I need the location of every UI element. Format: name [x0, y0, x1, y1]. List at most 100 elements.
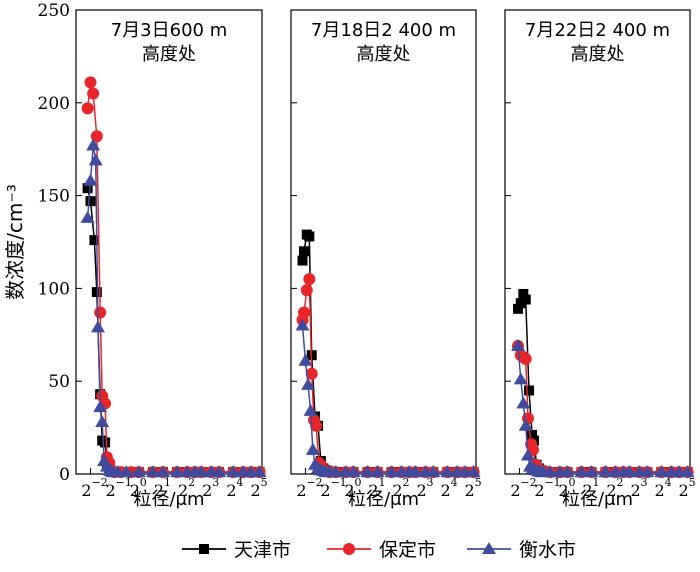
data-point: [88, 153, 103, 166]
x-tick-label: 2: [654, 481, 664, 500]
x-tick-label: 2: [630, 481, 640, 500]
legend-label: 保定市: [379, 539, 436, 561]
data-point: [212, 465, 227, 478]
data-point: [131, 465, 146, 478]
series-line: [301, 325, 474, 473]
data-point: [170, 465, 185, 478]
data-point: [90, 320, 105, 333]
panel-title-line2: 高度处: [142, 44, 196, 65]
x-tick-label-exponent: −1: [116, 476, 132, 489]
data-point: [408, 465, 423, 478]
y-tick-label: 50: [48, 372, 70, 392]
x-tick-label: 2: [534, 481, 544, 500]
data-point: [301, 377, 316, 390]
data-point: [516, 396, 531, 409]
x-tick-label-exponent: 4: [236, 476, 243, 489]
data-point: [300, 284, 313, 297]
series-天津市: [513, 288, 693, 478]
series-天津市: [82, 183, 265, 478]
x-tick-label: 2: [320, 481, 330, 500]
data-point: [640, 465, 655, 478]
x-tick-label: 2: [465, 481, 475, 500]
x-tick-label-exponent: 4: [665, 476, 672, 489]
data-point: [305, 367, 318, 380]
data-point: [622, 465, 637, 478]
x-tick-label: 2: [416, 481, 426, 500]
x-tick-label-exponent: 2: [403, 476, 410, 489]
x-tick-label: 2: [368, 481, 378, 500]
data-point: [520, 294, 531, 305]
data-point: [299, 246, 310, 257]
legend-item: 保定市: [327, 539, 436, 561]
data-point: [119, 465, 134, 478]
x-tick-label-exponent: 2: [188, 476, 195, 489]
series-line: [86, 145, 260, 473]
data-point: [86, 138, 101, 151]
data-point: [654, 465, 669, 478]
x-tick-label: 2: [679, 481, 689, 500]
series-line: [86, 188, 260, 473]
panel-title-line2: 高度处: [357, 44, 411, 65]
data-point: [87, 87, 100, 100]
series-天津市: [297, 229, 479, 478]
data-point: [680, 465, 695, 478]
x-tick-label-exponent: 0: [140, 476, 147, 489]
panel-frame: [290, 9, 477, 475]
x-tick-label-exponent: −1: [544, 476, 560, 489]
data-point: [95, 415, 110, 428]
data-point: [511, 338, 526, 351]
data-point: [85, 196, 96, 207]
x-tick-label-exponent: −2: [306, 476, 322, 489]
data-point: [384, 465, 399, 478]
x-tick-label: 2: [296, 481, 306, 500]
data-point: [89, 235, 100, 246]
data-point: [90, 130, 103, 143]
data-point: [295, 318, 310, 331]
data-point: [426, 465, 441, 478]
x-tick-label-exponent: 1: [378, 476, 385, 489]
x-tick-label-exponent: 1: [592, 476, 599, 489]
data-point: [527, 430, 538, 441]
x-tick-label: 2: [202, 481, 212, 500]
data-point: [84, 76, 97, 89]
series-line: [517, 345, 688, 473]
y-tick-label: 250: [38, 1, 70, 21]
x-tick-label: 2: [130, 481, 140, 500]
panel-frame: [75, 9, 263, 475]
data-point: [513, 303, 524, 314]
panel-frame: [504, 9, 691, 475]
x-tick-label-exponent: 0: [568, 476, 575, 489]
data-point: [518, 418, 533, 431]
data-point: [303, 273, 316, 286]
series-line: [517, 345, 688, 473]
data-point: [100, 437, 111, 448]
data-point: [513, 372, 528, 385]
x-tick-label-exponent: 3: [641, 476, 648, 489]
x-tick-label-exponent: 5: [261, 476, 268, 489]
x-tick-label: 2: [510, 481, 520, 500]
data-point: [81, 102, 94, 115]
legend-marker: [199, 544, 209, 554]
y-tick-label: 0: [59, 465, 70, 485]
series-衡水市: [80, 138, 267, 478]
data-point: [598, 465, 613, 478]
data-point: [519, 352, 532, 365]
series-line: [517, 291, 688, 473]
data-point: [518, 288, 529, 299]
x-tick-label-exponent: −2: [520, 476, 536, 489]
data-point: [304, 231, 315, 242]
series-line: [301, 278, 474, 473]
data-point: [346, 465, 361, 478]
data-point: [584, 465, 599, 478]
data-point: [440, 465, 455, 478]
series-保定市: [81, 76, 266, 479]
y-tick-label: 150: [38, 187, 70, 207]
panel-title-line1: 7月22日2 400 m: [525, 20, 670, 41]
x-tick-label-exponent: −2: [91, 476, 107, 489]
data-point: [520, 448, 535, 461]
series-衡水市: [295, 318, 481, 478]
data-point: [370, 465, 385, 478]
